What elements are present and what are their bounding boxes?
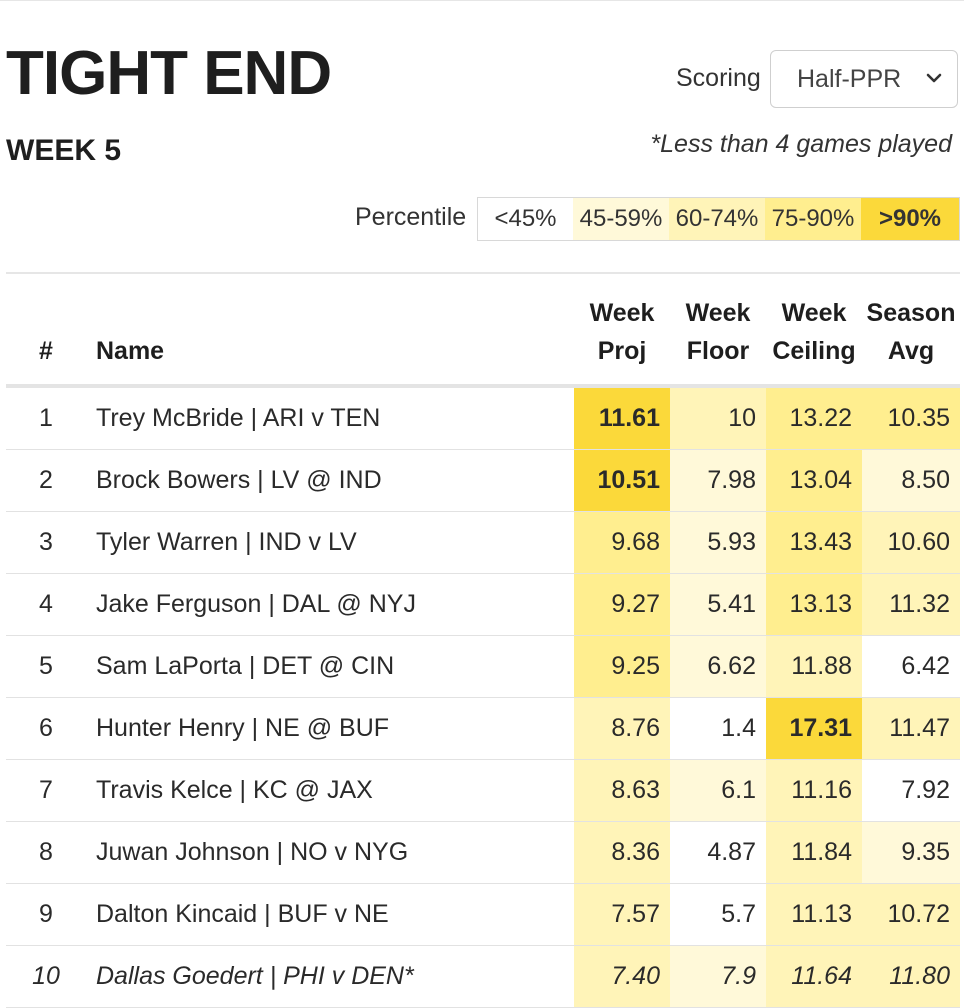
chevron-down-icon — [926, 73, 942, 83]
rank-cell: 2 — [6, 449, 86, 512]
games-played-note: *Less than 4 games played — [650, 130, 952, 158]
player-name-cell: Trey McBride | ARI v TEN — [86, 386, 574, 450]
week-floor-cell: 7.9 — [670, 945, 766, 1008]
week-floor-cell: 1.4 — [670, 697, 766, 760]
player-name-cell: Dalton Kincaid | BUF v NE — [86, 883, 574, 946]
week-proj-cell: 8.36 — [574, 821, 670, 884]
week-ceiling-cell: 13.13 — [766, 573, 862, 636]
week-ceiling-cell: 13.22 — [766, 386, 862, 450]
week-floor-cell: 6.62 — [670, 635, 766, 698]
player-name-cell: Jake Ferguson | DAL @ NYJ — [86, 573, 574, 636]
season-avg-cell: 11.47 — [862, 697, 960, 760]
top-divider — [0, 0, 964, 1]
projections-table: # Name Week Proj Week Floor Week Ceiling Se… — [6, 278, 960, 1008]
player-name-cell: Juwan Johnson | NO v NYG — [86, 821, 574, 884]
rank-cell: 8 — [6, 821, 86, 884]
table-row: 2 Brock Bowers | LV @ IND 10.51 7.98 13.… — [6, 449, 960, 512]
season-avg-cell: 6.42 — [862, 635, 960, 698]
week-floor-cell: 4.87 — [670, 821, 766, 884]
rank-cell: 5 — [6, 635, 86, 698]
season-avg-cell: 10.72 — [862, 883, 960, 946]
rank-cell: 1 — [6, 386, 86, 450]
table-row: 3 Tyler Warren | IND v LV 9.68 5.93 13.4… — [6, 511, 960, 574]
percentile-bucket: <45% — [478, 198, 573, 240]
week-ceiling-cell: 11.64 — [766, 945, 862, 1008]
percentile-legend: <45% 45-59% 60-74% 75-90% >90% — [477, 197, 960, 241]
col-name-header[interactable]: Name — [86, 278, 574, 388]
week-proj-cell: 9.68 — [574, 511, 670, 574]
percentile-bucket: 60-74% — [669, 198, 765, 240]
player-name-cell: Tyler Warren | IND v LV — [86, 511, 574, 574]
season-avg-cell: 8.50 — [862, 449, 960, 512]
scoring-select[interactable]: Half-PPR — [770, 50, 958, 108]
percentile-label: Percentile — [355, 203, 467, 231]
table-row: 7 Travis Kelce | KC @ JAX 8.63 6.1 11.16… — [6, 759, 960, 822]
player-name-cell: Hunter Henry | NE @ BUF — [86, 697, 574, 760]
season-avg-cell: 9.35 — [862, 821, 960, 884]
player-name-cell: Brock Bowers | LV @ IND — [86, 449, 574, 512]
rank-cell: 3 — [6, 511, 86, 574]
scoring-label: Scoring — [676, 64, 761, 92]
season-avg-cell: 11.80 — [862, 945, 960, 1008]
season-avg-cell: 11.32 — [862, 573, 960, 636]
week-floor-cell: 5.93 — [670, 511, 766, 574]
col-proj-header[interactable]: Week Proj — [574, 278, 670, 388]
rank-cell: 4 — [6, 573, 86, 636]
week-ceiling-cell: 11.84 — [766, 821, 862, 884]
week-ceiling-cell: 11.16 — [766, 759, 862, 822]
week-proj-cell: 8.76 — [574, 697, 670, 760]
col-ceiling-header[interactable]: Week Ceiling — [766, 278, 862, 388]
rank-cell: 6 — [6, 697, 86, 760]
percentile-bucket: 75-90% — [765, 198, 861, 240]
percentile-bucket: >90% — [861, 198, 959, 240]
season-avg-cell: 10.60 — [862, 511, 960, 574]
week-floor-cell: 5.7 — [670, 883, 766, 946]
season-avg-cell: 7.92 — [862, 759, 960, 822]
week-proj-cell: 10.51 — [574, 449, 670, 512]
week-floor-cell: 6.1 — [670, 759, 766, 822]
season-avg-cell: 10.35 — [862, 386, 960, 450]
week-floor-cell: 10 — [670, 386, 766, 450]
week-ceiling-cell: 17.31 — [766, 697, 862, 760]
header-divider — [6, 272, 960, 274]
week-proj-cell: 9.25 — [574, 635, 670, 698]
week-proj-cell: 9.27 — [574, 573, 670, 636]
player-name-cell: Sam LaPorta | DET @ CIN — [86, 635, 574, 698]
rank-cell: 10 — [6, 945, 86, 1008]
table-row: 9 Dalton Kincaid | BUF v NE 7.57 5.7 11.… — [6, 883, 960, 946]
week-floor-cell: 7.98 — [670, 449, 766, 512]
rank-cell: 9 — [6, 883, 86, 946]
player-name-cell: Travis Kelce | KC @ JAX — [86, 759, 574, 822]
week-floor-cell: 5.41 — [670, 573, 766, 636]
table-row: 8 Juwan Johnson | NO v NYG 8.36 4.87 11.… — [6, 821, 960, 884]
col-rank-header[interactable]: # — [6, 278, 86, 388]
page-title: TIGHT END — [6, 39, 332, 108]
player-name-cell: Dallas Goedert | PHI v DEN* — [86, 945, 574, 1008]
table-header-row: # Name Week Proj Week Floor Week Ceiling Se… — [6, 278, 960, 388]
table-row: 6 Hunter Henry | NE @ BUF 8.76 1.4 17.31… — [6, 697, 960, 760]
week-ceiling-cell: 13.04 — [766, 449, 862, 512]
table-row: 10 Dallas Goedert | PHI v DEN* 7.40 7.9 … — [6, 945, 960, 1008]
week-ceiling-cell: 13.43 — [766, 511, 862, 574]
table-row: 5 Sam LaPorta | DET @ CIN 9.25 6.62 11.8… — [6, 635, 960, 698]
scoring-select-value: Half-PPR — [797, 65, 902, 93]
col-avg-header[interactable]: Season Avg — [862, 278, 960, 388]
table-row: 4 Jake Ferguson | DAL @ NYJ 9.27 5.41 13… — [6, 573, 960, 636]
week-proj-cell: 7.40 — [574, 945, 670, 1008]
week-ceiling-cell: 11.13 — [766, 883, 862, 946]
table-row: 1 Trey McBride | ARI v TEN 11.61 10 13.2… — [6, 386, 960, 450]
week-proj-cell: 8.63 — [574, 759, 670, 822]
week-proj-cell: 11.61 — [574, 386, 670, 450]
week-label: WEEK 5 — [6, 134, 122, 167]
week-proj-cell: 7.57 — [574, 883, 670, 946]
week-ceiling-cell: 11.88 — [766, 635, 862, 698]
col-floor-header[interactable]: Week Floor — [670, 278, 766, 388]
rank-cell: 7 — [6, 759, 86, 822]
percentile-bucket: 45-59% — [573, 198, 669, 240]
